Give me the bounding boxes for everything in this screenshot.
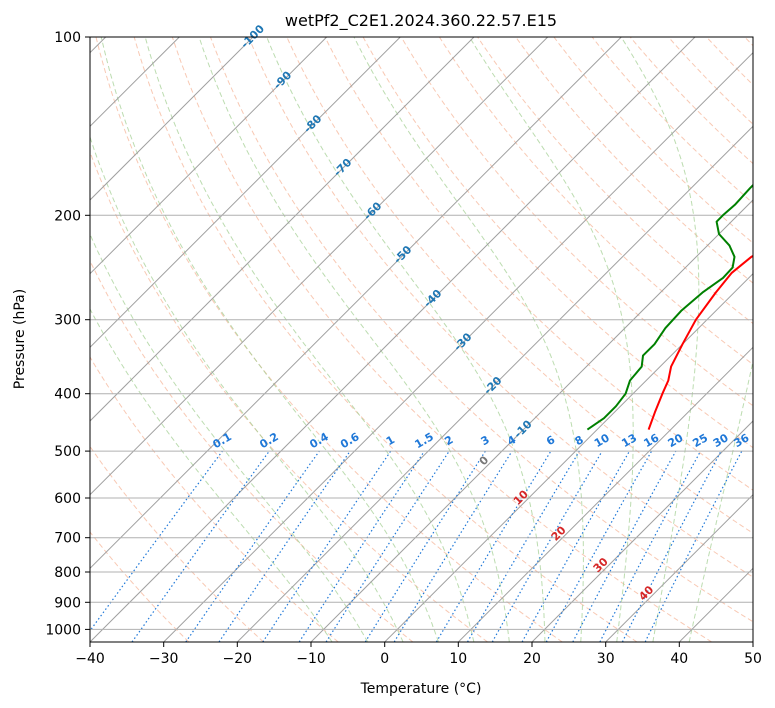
isotherm-line — [457, 346, 753, 642]
isotherm-line — [605, 493, 753, 642]
plot-background — [90, 37, 753, 642]
mixing-ratio-line — [364, 450, 486, 642]
y-tick-label: 700 — [54, 531, 81, 547]
moist-adiabat-line — [353, 37, 584, 642]
dry-adiabat-line — [286, 37, 753, 534]
mixing-ratio-line — [435, 450, 552, 642]
y-tick-label: 400 — [54, 387, 81, 403]
isotherm-line — [310, 199, 753, 642]
mixing-ratio-line — [572, 450, 677, 642]
y-tick-label: 500 — [54, 444, 81, 460]
dry-adiabat-line — [90, 356, 339, 642]
moist-adiabat-line — [100, 37, 439, 642]
x-tick-label: 20 — [523, 651, 541, 667]
dewpoint-profile-line — [586, 183, 753, 431]
x-tick-label: 30 — [597, 651, 615, 667]
y-tick-label: 100 — [54, 30, 81, 46]
dry-adiabat-line — [400, 37, 753, 407]
dry-adiabat-line — [477, 37, 753, 325]
isotherm-line — [163, 51, 753, 642]
mixing-ratio-line — [521, 450, 631, 642]
isotherm-line — [752, 641, 753, 642]
mixing-ratio-line — [491, 450, 603, 642]
isotherm-line — [90, 37, 254, 201]
chart-title: wetPf2_C2E1.2024.360.22.57.E15 — [285, 11, 557, 31]
dry-adiabat-line — [438, 37, 753, 366]
sounding-profiles — [586, 183, 753, 431]
x-tick-label: −10 — [296, 651, 326, 667]
mixing-ratio-line — [466, 450, 580, 642]
isotherm-line — [531, 420, 753, 642]
mixing-ratio-line — [325, 450, 450, 642]
moist-adiabat-line — [144, 37, 475, 642]
temperature-profile-line — [647, 254, 753, 430]
moist-adiabat-line — [620, 37, 700, 642]
y-tick-label: 200 — [54, 208, 81, 224]
background-lines — [90, 37, 753, 642]
dry-adiabat-line — [248, 37, 753, 578]
moist-adiabat-line — [198, 37, 510, 642]
y-axis: 1000 900 800 700 600 500 400 300 200 100 — [45, 30, 90, 638]
mixing-ratio-line — [218, 450, 351, 642]
mixing-ratio-line — [185, 450, 320, 642]
x-tick-label: 10 — [449, 651, 467, 667]
isotherm-line — [90, 37, 401, 349]
dry-adiabat-line — [90, 150, 488, 642]
pressure-gridlines — [90, 37, 753, 630]
dry-adiabat-line — [324, 37, 753, 491]
isotherm-line — [90, 37, 696, 642]
y-tick-label: 600 — [54, 491, 81, 507]
x-tick-label: 40 — [670, 651, 688, 667]
moist-adiabat-line — [90, 308, 333, 642]
mixing-ratio-line — [545, 450, 653, 642]
moist-adiabat-line — [266, 37, 546, 642]
x-tick-label: 0 — [380, 651, 389, 667]
y-axis-label: Pressure (hPa) — [12, 289, 28, 389]
y-tick-label: 800 — [54, 565, 81, 581]
x-tick-label: −20 — [223, 651, 253, 667]
y-tick-label: 300 — [54, 313, 81, 329]
isotherm-line — [90, 37, 475, 422]
plot-frame — [89, 36, 754, 643]
moist-adiabat-line — [90, 135, 404, 642]
isotherm-line — [90, 37, 328, 275]
mixing-ratio-line — [393, 450, 513, 642]
dry-adiabat-line — [90, 531, 190, 642]
dry-adiabat-line — [553, 37, 753, 244]
isotherm-line — [90, 37, 622, 570]
y-tick-label: 900 — [54, 595, 81, 611]
moist-adiabat-line — [688, 358, 753, 642]
isotherm-line — [90, 37, 549, 496]
x-axis: −40 −30 −20 −10 0 10 20 30 40 50 — [75, 642, 762, 667]
mixing-ratio-line — [131, 450, 270, 642]
dry-adiabat-line — [591, 37, 753, 204]
dry-adiabat-line — [210, 37, 753, 623]
x-axis-label: Temperature (°C) — [360, 681, 482, 697]
x-tick-label: −40 — [75, 651, 105, 667]
y-tick-label: 1000 — [45, 622, 81, 638]
moist-adiabat-line — [90, 232, 369, 642]
dry-adiabat-line — [133, 37, 638, 642]
mixing-ratio-line — [90, 450, 223, 632]
dry-adiabat-line — [95, 37, 563, 642]
dry-adiabat-line — [171, 37, 712, 642]
x-tick-label: −30 — [149, 651, 179, 667]
isotherm-line — [384, 272, 753, 642]
dry-adiabat-line — [90, 259, 414, 642]
x-tick-label: 50 — [744, 651, 762, 667]
isotherm-line — [236, 125, 753, 642]
